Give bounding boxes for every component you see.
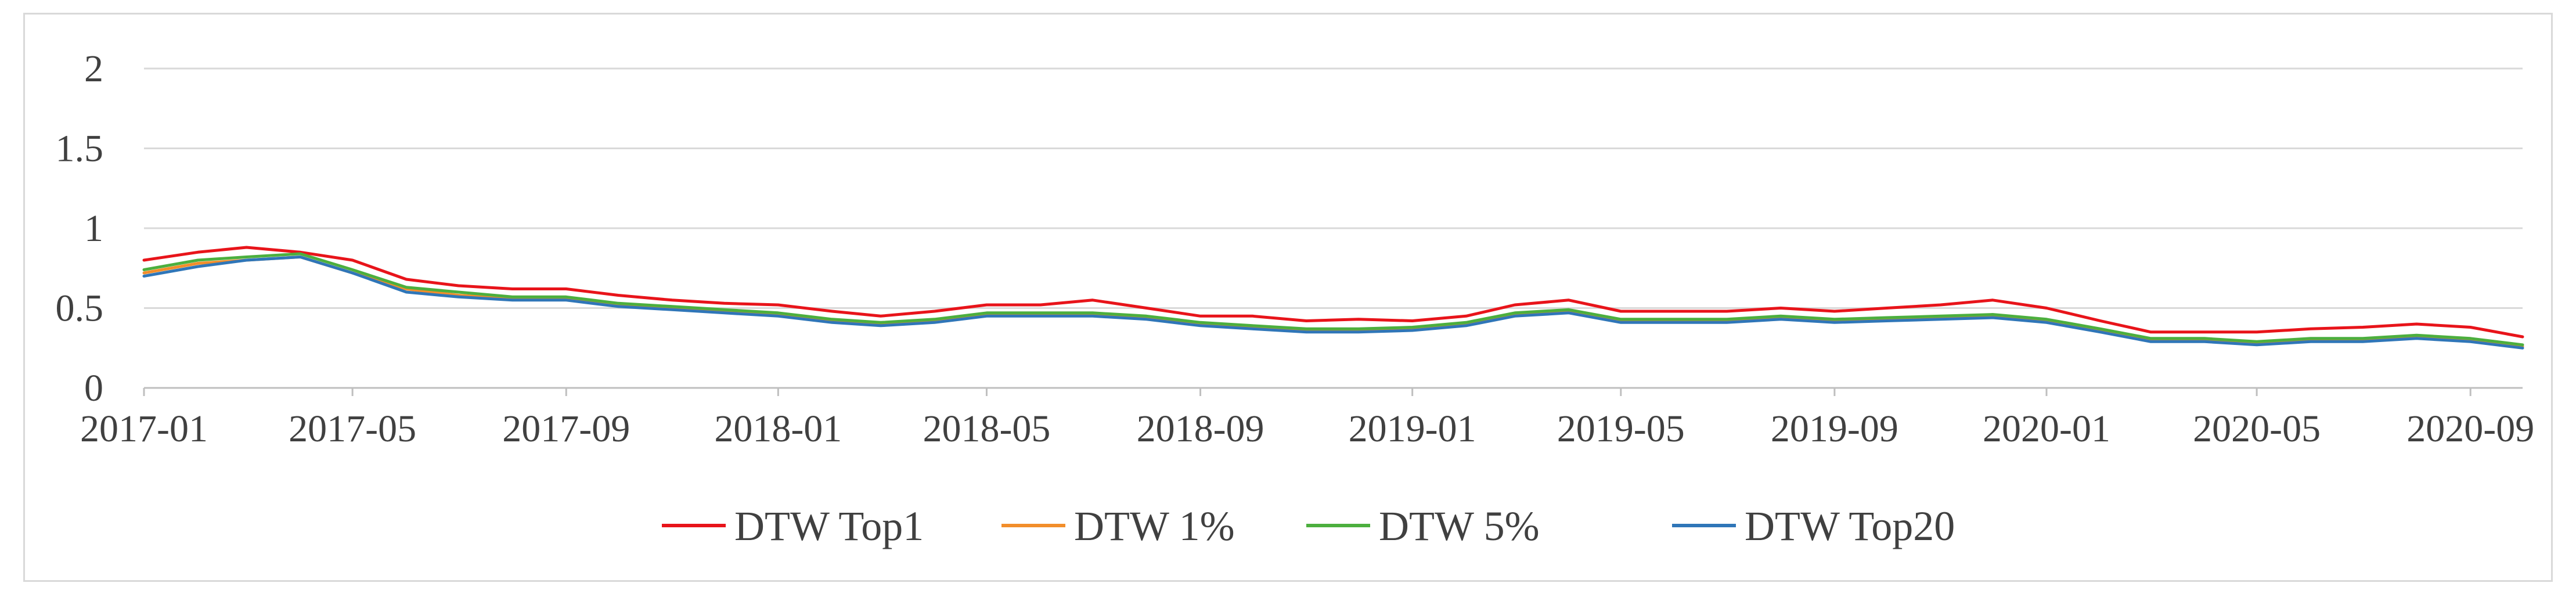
series-line: [142, 256, 2524, 348]
y-tick-label: 2: [84, 48, 103, 90]
x-tick-label: 2018-09: [1137, 408, 1264, 450]
x-tick-label: 2017-01: [80, 408, 208, 450]
x-tick-label: 2018-05: [923, 408, 1050, 450]
series-layer: [142, 246, 2524, 350]
series-line: [142, 246, 2524, 339]
x-tick-label: 2019-09: [1771, 408, 1898, 450]
legend-label: DTW 1%: [1074, 503, 1235, 549]
legend: DTW Top1 DTW 1% DTW 5% DTW Top20: [662, 503, 1955, 549]
y-axis-ticks: 0 0.5 1 1.5 2: [56, 48, 104, 409]
x-tick-label: 2019-05: [1557, 408, 1685, 450]
y-tick-label: 1: [84, 207, 103, 250]
legend-label: DTW Top1: [734, 503, 924, 549]
series-line: [142, 252, 2524, 347]
x-tick-label: 2018-01: [714, 408, 842, 450]
legend-label: DTW 5%: [1379, 503, 1540, 549]
y-tick-label: 0: [84, 367, 103, 409]
x-tick-label: 2020-01: [1983, 408, 2110, 450]
x-tick-label: 2020-09: [2406, 408, 2534, 450]
x-tick-label: 2017-09: [502, 408, 630, 450]
x-tick-label: 2017-05: [289, 408, 416, 450]
legend-label: DTW Top20: [1745, 503, 1955, 549]
x-tick-label: 2020-05: [2193, 408, 2321, 450]
y-tick-label: 0.5: [56, 287, 104, 330]
x-tick-label: 2019-01: [1349, 408, 1476, 450]
x-axis-ticks: 2017-01 2017-05 2017-09 2018-01 2018-05 2018-…: [80, 388, 2534, 450]
series-line: [142, 256, 2524, 350]
chart-frame: [23, 13, 2553, 582]
y-tick-label: 1.5: [56, 128, 104, 170]
grid-layer: [144, 67, 2523, 389]
